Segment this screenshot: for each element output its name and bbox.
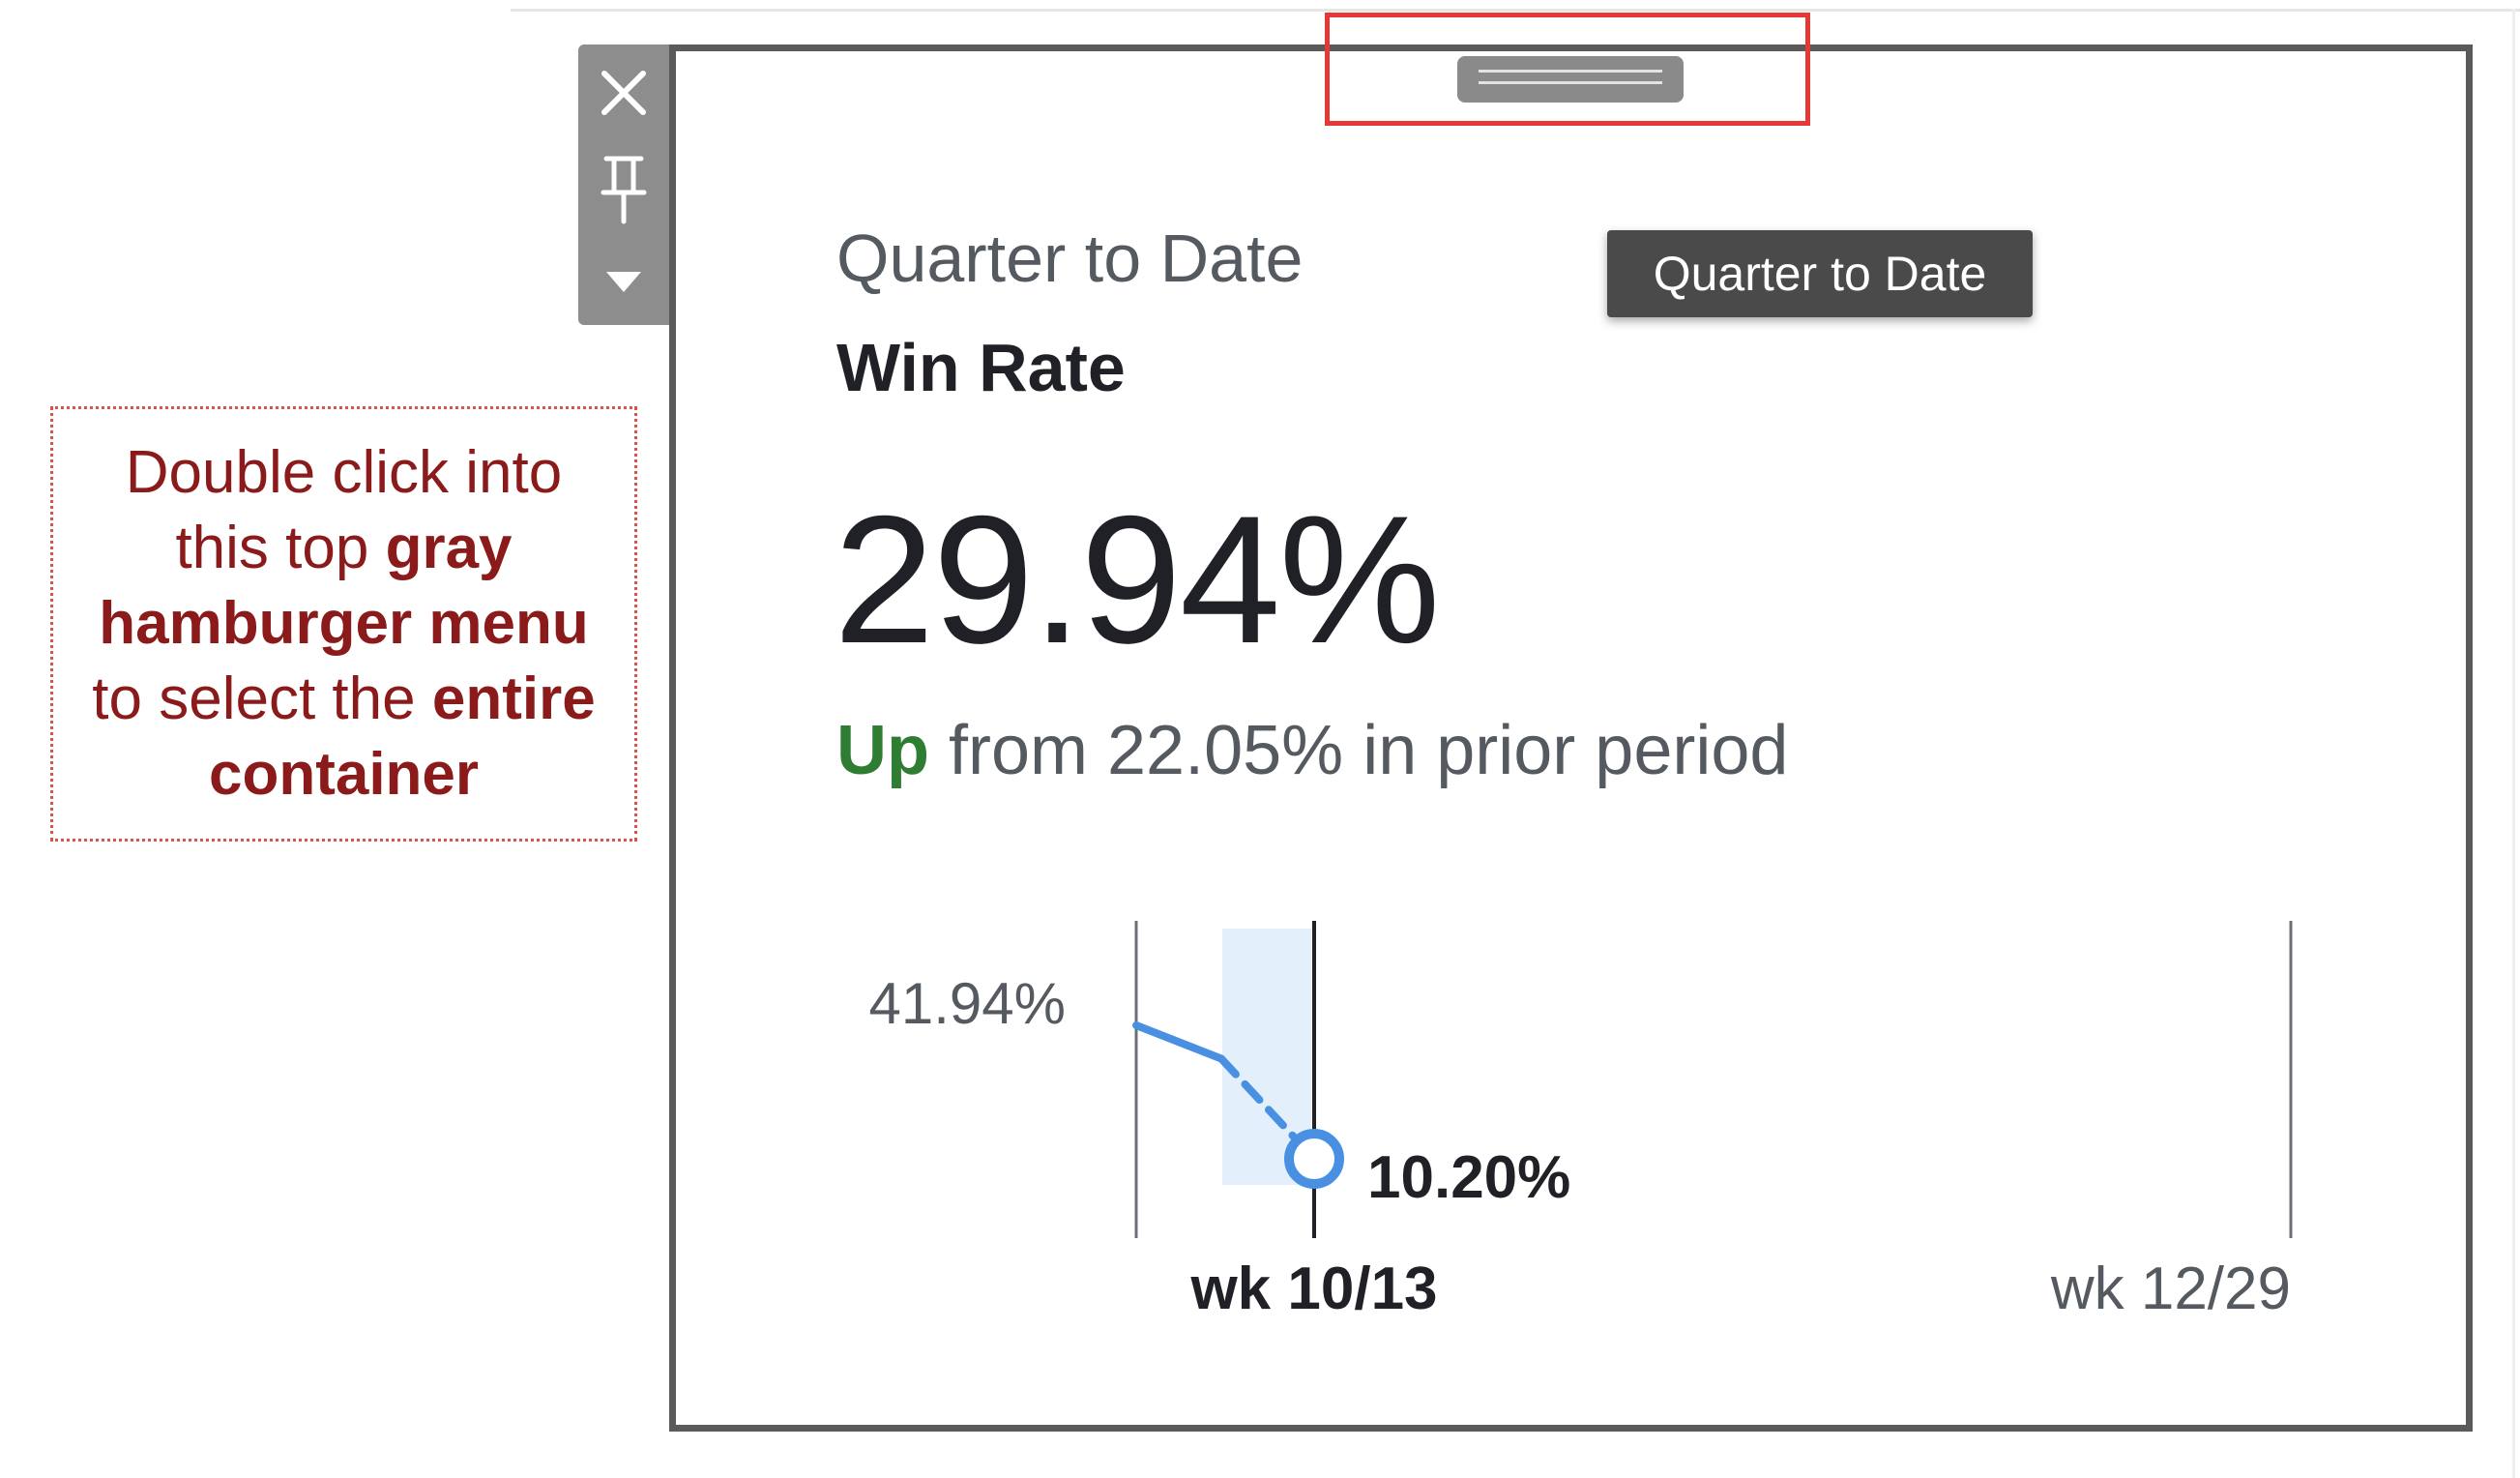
x-end-label: wk 12/29 [2050, 1256, 2291, 1315]
close-icon [601, 71, 646, 115]
card-subtitle: Quarter to Date [836, 221, 1304, 296]
comparison-text: Up from 22.05% in prior period [836, 716, 1788, 785]
x-start-label: wk 10/13 [1189, 1256, 1437, 1315]
y-max-label: 41.94% [869, 971, 1067, 1036]
comparison-detail: from 22.05% in prior period [928, 712, 1789, 789]
drag-handle-line [1479, 81, 1662, 84]
drag-handle-highlight-box [1325, 13, 1810, 126]
pin-icon [601, 156, 647, 224]
drag-handle-hamburger-menu[interactable] [1457, 56, 1684, 103]
note-line: Double click into [125, 439, 563, 506]
current-point-marker[interactable] [1284, 1129, 1344, 1189]
instruction-note-text: Double click into this top gray hamburge… [64, 435, 625, 813]
page-edge-right [2512, 9, 2515, 1478]
pin-button[interactable] [578, 146, 669, 233]
drag-handle-line [1479, 70, 1662, 73]
menu-dropdown-button[interactable] [578, 248, 669, 315]
metric-value: 29.94% [834, 478, 1441, 681]
current-value-label: 10.20% [1367, 1144, 1570, 1211]
note-emphasis: entire [431, 665, 596, 732]
dashboard-container[interactable] [669, 44, 2473, 1432]
note-emphasis: gray [385, 515, 513, 581]
metric-name: Win Rate [836, 330, 1126, 405]
comparison-direction: Up [836, 712, 929, 789]
note-emphasis: hamburger menu [99, 590, 589, 657]
note-emphasis: container [208, 741, 480, 808]
tooltip-text: Quarter to Date [1653, 247, 1987, 301]
page-edge-top [511, 9, 2520, 12]
series-line-solid [1132, 1021, 1225, 1063]
note-line: this top [175, 515, 386, 581]
caret-down-icon [606, 272, 641, 292]
tooltip: Quarter to Date [1607, 230, 2033, 317]
container-toolbar [578, 44, 669, 325]
sparkline-chart: 41.94% 10.20% wk 10/13 wk 12/29 [869, 921, 2293, 1315]
note-line: to select the [92, 665, 432, 732]
instruction-note: Double click into this top gray hamburge… [50, 406, 637, 842]
close-button[interactable] [578, 54, 669, 132]
